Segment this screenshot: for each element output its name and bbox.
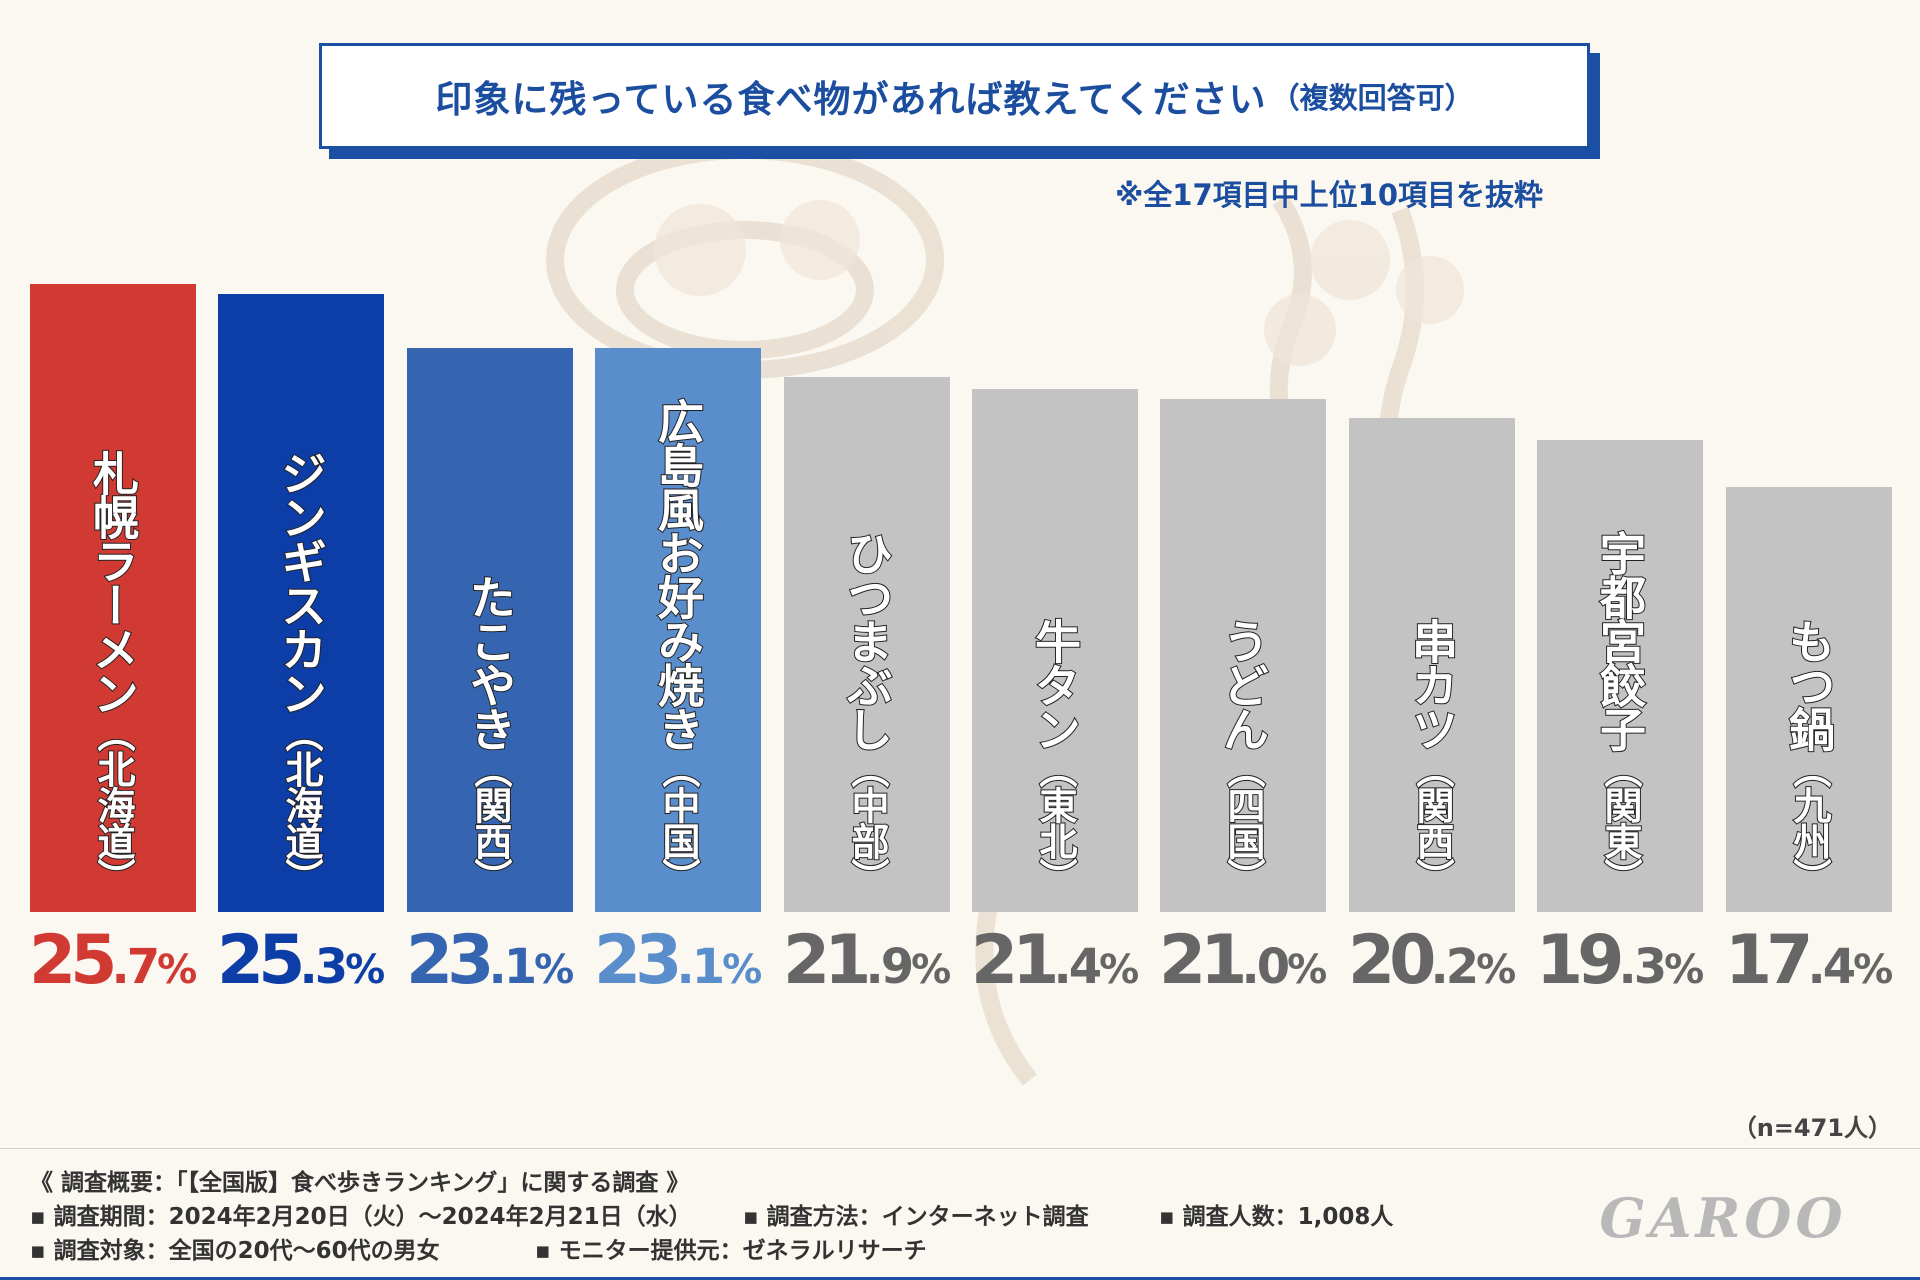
bar-value-label: 23.1% — [405, 921, 575, 1000]
bar-value-label: 25.7% — [28, 921, 198, 1000]
bar-value-label: 25.3% — [216, 921, 386, 1000]
bar-label: 札幌ラーメン（北海道） — [85, 449, 141, 895]
bar-value-label: 21.4% — [970, 921, 1140, 1000]
bar-4: 広島風お好み焼き（中国） — [595, 348, 761, 912]
footer-divider — [0, 1148, 1920, 1149]
chart-title-note: （複数回答可） — [1270, 81, 1474, 115]
bar-label-region: （北海道） — [90, 713, 136, 895]
bar-label: 宇都宮餃子（関東） — [1592, 529, 1648, 895]
bar-label: ジンギスカン（北海道） — [273, 449, 329, 895]
bar-label-name: もつ鍋 — [1781, 617, 1837, 751]
bar-label-region: （四国） — [1220, 749, 1266, 895]
chart-subnote: ※全17項目中上位10項目を抜粋 — [1115, 178, 1544, 212]
bar-label-region: （北海道） — [278, 713, 324, 895]
bar-value-label: 20.2% — [1347, 921, 1517, 1000]
survey-footer: 《 調査概要：「【全国版】食べ歩きランキング」に関する調査 》 ▪ 調査期間：2… — [30, 1166, 1393, 1268]
survey-summary: 《 調査概要：「【全国版】食べ歩きランキング」に関する調査 》 — [30, 1170, 690, 1196]
survey-period: ▪ 調査期間：2024年2月20日（火）～2024年2月21日（水） — [30, 1204, 692, 1230]
bar-9: 宇都宮餃子（関東） — [1537, 440, 1703, 912]
bar-value-label: 21.9% — [782, 921, 952, 1000]
bar-label-region: （東北） — [1032, 749, 1078, 895]
bar-label-name: 札幌ラーメン — [85, 449, 141, 715]
bar-label-name: ジンギスカン — [273, 449, 329, 715]
bar-label: 串カツ（関西） — [1404, 617, 1460, 895]
bar-label-name: 宇都宮餃子 — [1592, 529, 1648, 751]
bar-label: もつ鍋（九州） — [1781, 617, 1837, 895]
bar-label-region: （関西） — [467, 749, 513, 895]
chart-title: 印象に残っている食べ物があれば教えてください — [435, 78, 1267, 121]
bar-label-name: 牛タン — [1027, 617, 1083, 751]
bar-value-label: 23.1% — [593, 921, 763, 1000]
garoo-logo: GAROO — [1599, 1186, 1847, 1250]
bar-label-region: （九州） — [1786, 749, 1832, 895]
bar-label: 牛タン（東北） — [1027, 617, 1083, 895]
bar-label-region: （関東） — [1597, 749, 1643, 895]
bar-label: 広島風お好み焼き（中国） — [650, 397, 706, 895]
bar-5: ひつまぶし（中部） — [784, 377, 950, 912]
bar-label: うどん（四国） — [1215, 617, 1271, 895]
bar-value-label: 19.3% — [1535, 921, 1705, 1000]
bar-label: ひつまぶし（中部） — [839, 529, 895, 895]
bar-6: 牛タン（東北） — [972, 389, 1138, 912]
bar-label: たこやき（関西） — [462, 573, 518, 895]
bar-10: もつ鍋（九州） — [1726, 487, 1892, 912]
bar-label-region: （関西） — [1409, 749, 1455, 895]
bar-8: 串カツ（関西） — [1349, 418, 1515, 912]
sample-size: （n=471人） — [1732, 1114, 1892, 1142]
bar-2: ジンギスカン（北海道） — [218, 294, 384, 912]
survey-target: ▪ 調査対象：全国の20代～60代の男女 — [30, 1238, 440, 1264]
survey-method: ▪ 調査方法：インターネット調査 — [743, 1204, 1089, 1230]
bar-label-name: うどん — [1215, 617, 1271, 751]
bar-label-name: 広島風お好み焼き — [650, 397, 706, 751]
bottom-divider — [0, 1277, 1920, 1280]
bar-3: たこやき（関西） — [407, 348, 573, 912]
chart-title-box: 印象に残っている食べ物があれば教えてください （複数回答可） — [319, 43, 1590, 149]
bar-label-region: （中部） — [844, 749, 890, 895]
survey-provider: ▪ モニター提供元：ゼネラルリサーチ — [535, 1238, 927, 1264]
survey-count: ▪ 調査人数：1,008人 — [1159, 1204, 1394, 1230]
bar-1: 札幌ラーメン（北海道） — [30, 284, 196, 912]
bar-value-label: 21.0% — [1158, 921, 1328, 1000]
bar-label-name: たこやき — [462, 573, 518, 751]
bar-7: うどん（四国） — [1160, 399, 1326, 912]
bar-label-region: （中国） — [655, 749, 701, 895]
bar-label-name: 串カツ — [1404, 617, 1460, 751]
bar-value-label: 17.4% — [1724, 921, 1894, 1000]
bar-label-name: ひつまぶし — [839, 529, 895, 751]
